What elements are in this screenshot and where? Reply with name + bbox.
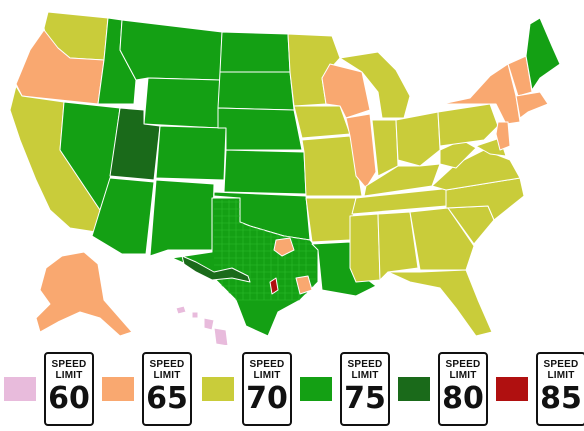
us-speed-limit-map [9,11,561,345]
state-kansas [223,149,307,195]
state-north-dakota [219,31,291,73]
state-mississippi [349,213,381,283]
sign-limit-text: LIMIT [55,370,83,381]
state-hawaii-island-2 [191,311,199,319]
state-alaska [35,251,133,337]
state-pennsylvania [437,103,499,147]
texas-85-segment [269,277,279,295]
sign-value: 80 [442,381,484,416]
speed-limit-legend: SPEED LIMIT 60 SPEED LIMIT 65 SPEED LIMIT 70 SPEE… [0,350,584,431]
state-hawaii-island-4 [213,327,229,345]
sign-limit-text: LIMIT [449,370,477,381]
state-wisconsin [321,63,371,119]
sign-speed-text: SPEED [249,359,285,370]
sign-speed-text: SPEED [51,359,87,370]
state-hawaii-island-3 [203,317,215,331]
sign-value: 60 [48,381,90,416]
state-south-dakota [217,71,295,111]
state-iowa [293,105,351,139]
speed-limit-sign-80: SPEED LIMIT 80 [438,352,488,426]
legend-swatch-65 [102,377,134,401]
speed-limit-sign-85: SPEED LIMIT 85 [536,352,584,426]
state-alabama [377,211,419,281]
state-georgia [409,207,475,271]
state-maine [525,17,561,91]
sign-limit-text: LIMIT [547,370,575,381]
sign-value: 70 [246,381,288,416]
state-arizona [91,177,155,255]
legend-swatch-60 [4,377,36,401]
texas-65-dallas [273,237,295,257]
sign-value: 75 [344,381,386,416]
sign-speed-text: SPEED [543,359,579,370]
speed-limit-sign-70: SPEED LIMIT 70 [242,352,292,426]
state-hawaii [175,305,187,315]
legend-swatch-85 [496,377,528,401]
state-arkansas [305,197,357,243]
legend-swatch-75 [300,377,332,401]
state-colorado [155,125,227,181]
sign-value: 65 [146,381,188,416]
state-california [9,85,101,233]
speed-limit-sign-75: SPEED LIMIT 75 [340,352,390,426]
state-new-mexico [149,179,215,257]
sign-limit-text: LIMIT [351,370,379,381]
state-ohio [395,111,441,167]
sign-limit-text: LIMIT [153,370,181,381]
sign-speed-text: SPEED [347,359,383,370]
texas-80-corridor [181,255,251,283]
sign-speed-text: SPEED [445,359,481,370]
state-nebraska [217,107,303,151]
state-new-jersey [495,121,511,151]
state-wyoming [143,77,221,129]
texas-65-houston [295,275,313,295]
legend-swatch-70 [202,377,234,401]
legend-swatch-80 [398,377,430,401]
state-vermont-new-hampshire [507,55,533,97]
state-montana [119,19,223,81]
speed-limit-sign-60: SPEED LIMIT 60 [44,352,94,426]
sign-value: 85 [540,381,582,416]
state-southern-new-england [515,91,549,119]
state-florida [387,269,493,337]
speed-limit-sign-65: SPEED LIMIT 65 [142,352,192,426]
sign-limit-text: LIMIT [253,370,281,381]
sign-speed-text: SPEED [149,359,185,370]
